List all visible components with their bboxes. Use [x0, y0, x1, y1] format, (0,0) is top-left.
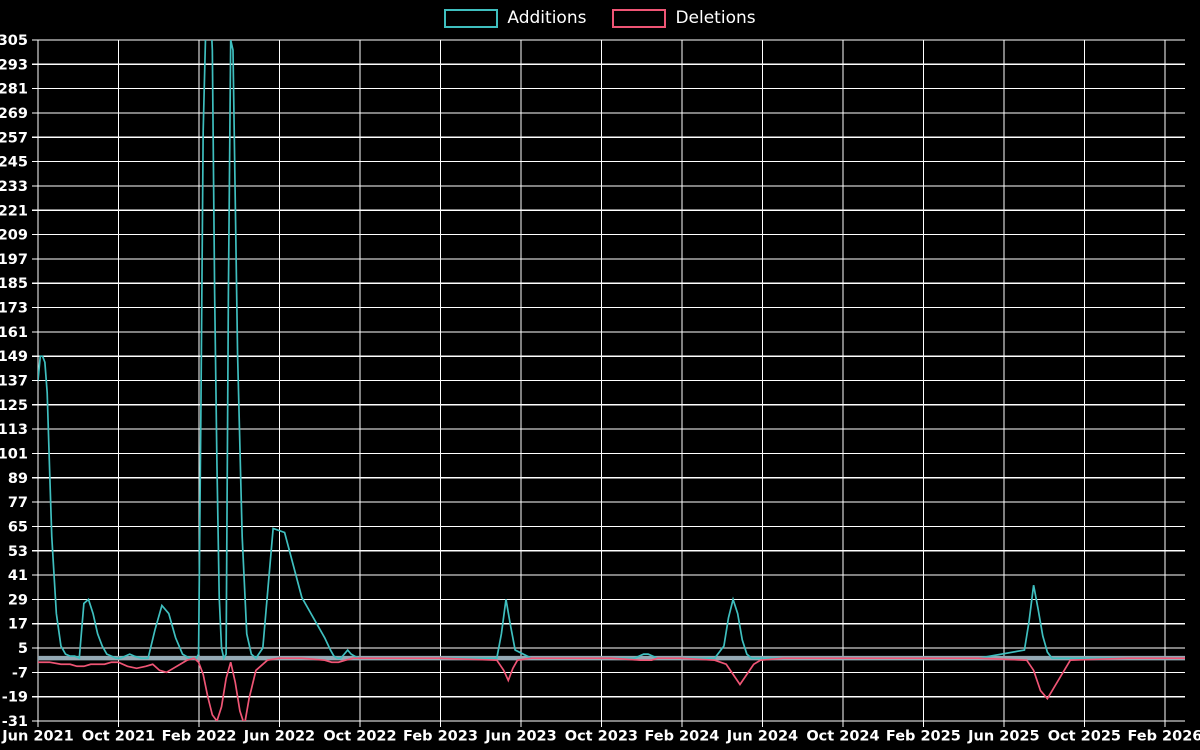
y-tick-label: 185 [0, 276, 28, 292]
y-tick-label: 113 [0, 422, 28, 438]
x-tick-label: Oct 2024 [806, 729, 879, 745]
y-tick-label: 305 [0, 33, 28, 49]
y-tick-label: 77 [8, 495, 28, 511]
legend-label-deletions: Deletions [675, 8, 756, 28]
y-tick-label: 209 [0, 228, 28, 244]
y-tick-label: 125 [0, 398, 28, 414]
x-tick-label: Jun 2021 [1, 729, 73, 745]
y-tick-label: 29 [8, 592, 28, 608]
y-tick-label: 41 [8, 568, 28, 584]
y-tick-label: 89 [8, 471, 28, 487]
x-tick-label: Oct 2023 [565, 729, 638, 745]
data-series-group [38, 40, 1185, 721]
x-tick-label: Feb 2026 [1127, 729, 1200, 745]
y-tick-label: -31 [2, 714, 28, 730]
y-tick-label: 53 [8, 544, 28, 560]
x-tick-label: Oct 2022 [323, 729, 396, 745]
y-tick-label: -19 [2, 690, 28, 706]
y-tick-label: 149 [0, 349, 28, 365]
x-tick-label: Jun 2023 [484, 729, 556, 745]
y-tick-label: 233 [0, 179, 28, 195]
y-tick-label: 65 [8, 519, 28, 535]
y-tick-label: 245 [0, 155, 28, 171]
legend-swatch-deletions [612, 8, 667, 28]
x-tick-label: Feb 2023 [403, 729, 478, 745]
y-tick-label: 257 [0, 130, 28, 146]
x-tick-label: Feb 2025 [886, 729, 961, 745]
y-tick-label: 269 [0, 106, 28, 122]
y-tick-label: 173 [0, 301, 28, 317]
y-tick-label: -7 [12, 665, 28, 681]
x-tick-label: Jun 2024 [726, 729, 798, 745]
x-tick-label: Jun 2022 [243, 729, 315, 745]
series-line-additions [38, 40, 1185, 661]
chart-legend: Additions Deletions [0, 0, 1200, 36]
x-tick-label: Oct 2025 [1048, 729, 1121, 745]
x-tick-label: Feb 2024 [644, 729, 719, 745]
legend-entry-deletions[interactable]: Deletions [612, 8, 756, 28]
series-line-deletions [38, 657, 1185, 721]
legend-label-additions: Additions [507, 8, 587, 28]
x-tick-label: Jun 2025 [967, 729, 1039, 745]
y-tick-label: 281 [0, 82, 28, 98]
x-tick-label: Feb 2022 [162, 729, 237, 745]
y-tick-label: 161 [0, 325, 28, 341]
y-tick-label: 293 [0, 57, 28, 73]
y-tick-label: 5 [18, 641, 28, 657]
y-tick-label: 17 [8, 617, 28, 633]
gridlines-group [32, 39, 1185, 727]
y-tick-label: 137 [0, 374, 28, 390]
x-tick-label: Oct 2021 [82, 729, 155, 745]
legend-swatch-additions [444, 8, 499, 28]
legend-entry-additions[interactable]: Additions [444, 8, 586, 28]
y-axis-labels: 305 293 281 269 257 245 233 221 209 197 185 173 161 1… [0, 33, 28, 730]
x-axis-labels: Jun 2021 Oct 2021 Feb 2022 Jun 2022 Oct 2022… [1, 729, 1200, 745]
y-tick-label: 197 [0, 252, 28, 268]
y-tick-label: 221 [0, 203, 28, 219]
y-tick-label: 101 [0, 446, 28, 462]
